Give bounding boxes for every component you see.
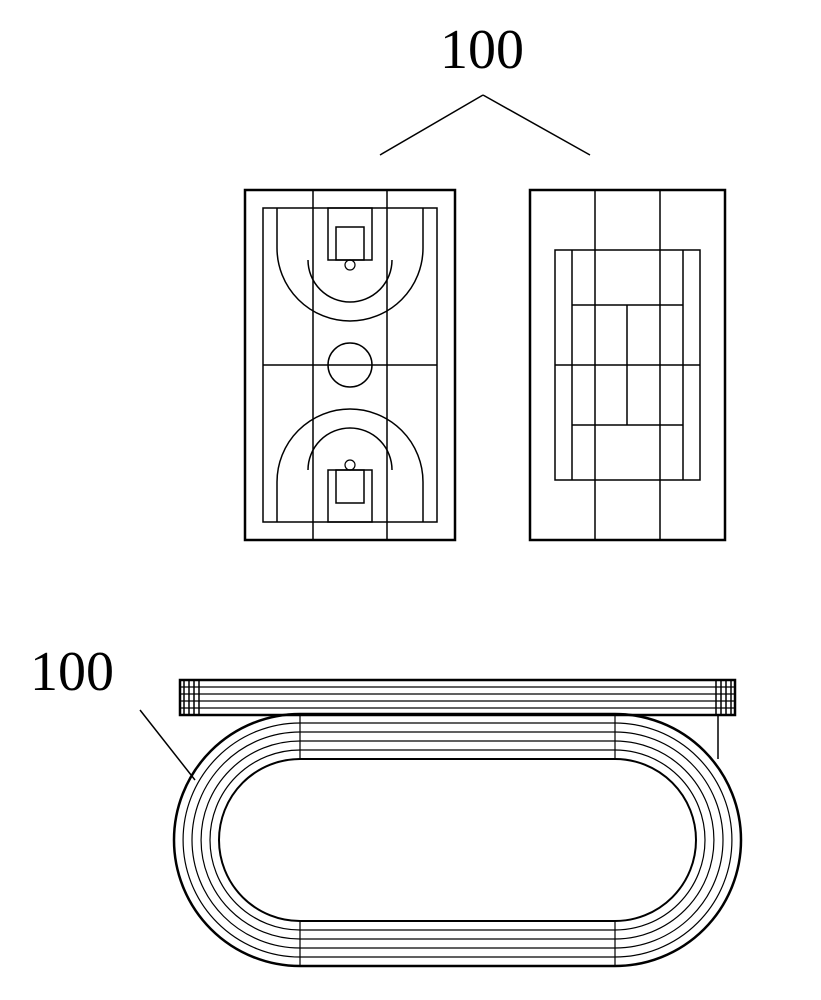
leader-top xyxy=(380,95,590,155)
basketball-bottom-end xyxy=(277,409,423,522)
basketball-court xyxy=(245,190,455,540)
diagram-svg xyxy=(0,0,821,1000)
diagram-canvas: 100 100 xyxy=(0,0,821,1000)
basketball-top-end xyxy=(277,208,423,321)
label-top-100: 100 xyxy=(440,18,524,82)
label-left-text: 100 xyxy=(30,641,114,703)
track-top-bar xyxy=(180,680,735,715)
label-top-text: 100 xyxy=(440,19,524,81)
tennis-court xyxy=(530,190,725,540)
leader-left xyxy=(140,710,195,780)
running-track xyxy=(174,680,741,966)
track-oval xyxy=(174,714,741,966)
label-left-100: 100 xyxy=(30,640,114,704)
